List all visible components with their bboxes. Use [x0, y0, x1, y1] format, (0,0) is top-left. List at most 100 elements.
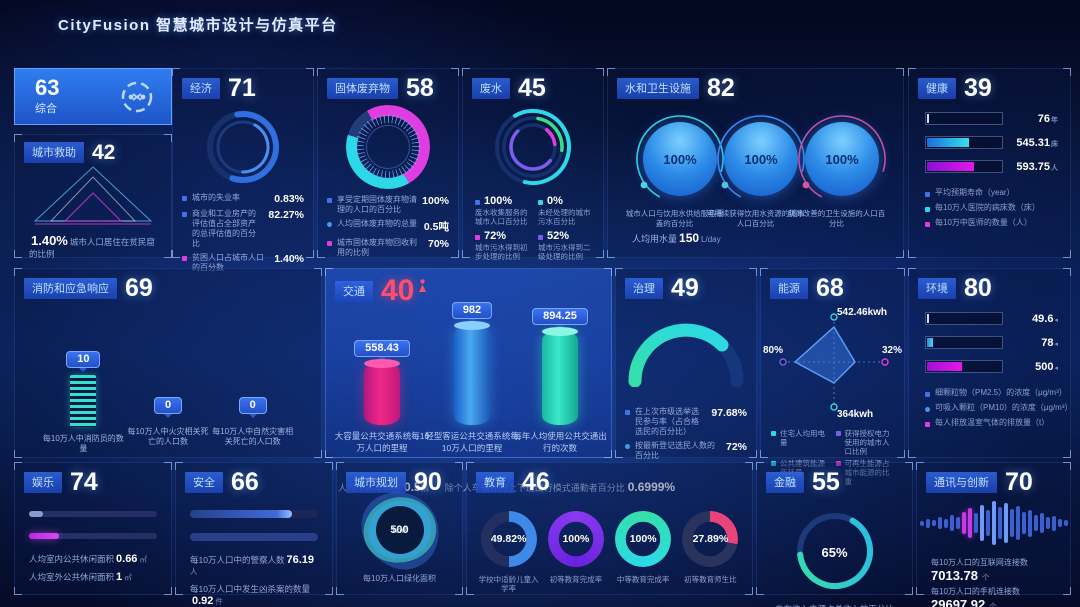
liquid-gauge: 100% 获得改善的卫生设施的人口百分比: [788, 113, 886, 231]
panel-education[interactable]: 教育 46 49.82% 学校中适龄儿童入学率 100% 初等教育完成率 100% 中等…: [466, 462, 753, 595]
marker-stat: 10 每10万人中消防员的数量: [41, 349, 126, 455]
legend-dot: [925, 221, 930, 227]
stat-value: 82.27%: [268, 209, 304, 221]
panel-safety[interactable]: 安全 66 每10万人口中的警察人数 76.19人 每10万人口中发生凶杀案的数量0…: [175, 462, 333, 607]
panel-communication-title: 通讯与创新: [926, 472, 997, 493]
stat-value: 100%: [475, 195, 532, 207]
panel-safety-score: 66: [231, 468, 259, 496]
gauge-value: 100%: [643, 122, 717, 196]
cylinder-stat: 982 轻型客运公共交通系统每10万人口的里程: [424, 300, 520, 454]
gauge-value: 100%: [805, 122, 879, 196]
stat-label: 按最新登记选民人数的百分比: [635, 441, 715, 460]
stat-label: 城市固体废弃物回收利用的比例: [337, 238, 417, 257]
panel-energy-title: 能源: [770, 278, 808, 299]
stat-value: 150: [679, 231, 700, 245]
stat-value: 72%: [475, 230, 532, 242]
legend-dot: [925, 191, 930, 197]
panel-environment[interactable]: 环境 80 49.6◂ 78◂ 500◂ 细颗粒物（PM2.5）的浓度（μg/m³…: [908, 268, 1073, 458]
stat-item: 100% 废水收集服务的城市人口百分比: [475, 195, 532, 226]
triangle-chart: [15, 163, 171, 229]
bar-value: 49.6◂: [1032, 312, 1058, 325]
bar-row: 593.75人: [925, 160, 1058, 173]
cylinder-label: 大容量公共交通系统每10万人口的里程: [334, 431, 430, 453]
bar-homicide: [190, 533, 318, 541]
panel-finance-score: 55: [812, 468, 840, 496]
panel-entertainment-score: 74: [70, 468, 98, 496]
panel-wastewater[interactable]: 废水 45 100% 废水收集服务的城市人口百分比 0% 未经处理的城市污水百分比 7…: [462, 68, 604, 261]
panel-fire-emergency-title: 消防和应急响应: [24, 278, 117, 299]
bar-value: 545.31床: [1016, 136, 1058, 149]
donut-value: 27.89%: [692, 533, 729, 545]
legend-dot: [182, 256, 187, 261]
cylinder-stat: 558.43 大容量公共交通系统每10万人口的里程: [334, 338, 430, 454]
legend-dot: [182, 196, 187, 201]
legend-dot: [835, 461, 841, 466]
panel-economy[interactable]: 经济 71 城市的失业率 0.83% 商业和工业房产的评估值占全部资产的总评估值的百…: [172, 68, 314, 272]
bar-value: 78◂: [1041, 336, 1058, 349]
donut-label: 学校中适龄儿童入学率: [478, 575, 539, 593]
legend-dot: [925, 421, 930, 427]
gauge-label: 获得改善的卫生设施的人口百分比: [787, 209, 886, 228]
slider-outdoor[interactable]: [29, 533, 157, 539]
stat-value: 72%: [725, 441, 747, 453]
panel-energy[interactable]: 能源 68 542.46kwh 32% 364kwh 80% 住宅人均用电量 获得…: [760, 268, 905, 486]
legend-dot: [924, 405, 931, 413]
stat-value: 1.40%: [31, 233, 68, 248]
stat-label: 城市污水得到二级处理的比例: [538, 243, 591, 261]
bar-row: 49.6◂: [925, 312, 1058, 325]
panel-fire-emergency[interactable]: 消防和应急响应 69 10 每10万人中消防员的数量 0 每10万人中火灾相关死亡…: [14, 268, 322, 458]
marker-label: 每10万人中消防员的数量: [42, 434, 124, 454]
panel-governance-title: 治理: [625, 278, 663, 299]
donut-value: 100%: [629, 533, 657, 545]
legend-dot: [925, 206, 930, 212]
stat-item: 52% 城市污水得到二级处理的比例: [538, 230, 595, 261]
panel-governance[interactable]: 治理 49 在上次市级选举选民参与率（占合格选民的百分比） 97.68% 按最新登记…: [615, 268, 757, 461]
gauge-value: 100%: [724, 122, 798, 196]
panel-traffic-score: 40: [381, 274, 415, 307]
page-title: CityFusion 智慧城市设计与仿真平台: [58, 17, 338, 34]
stat-row: 每10万人口中发生凶杀案的数量0.92 件: [190, 584, 310, 607]
liquid-gauge: 100% 可持续获得饮用水资源的城市人口百分比: [707, 113, 805, 231]
stat-label: 自有收入来源占总收入的百分比: [757, 603, 912, 607]
bar-track: [925, 160, 1003, 173]
panel-communication-score: 70: [1005, 468, 1033, 496]
legend-dot: [538, 235, 543, 240]
donut-stat: 27.89% 初等教育师生比: [679, 511, 741, 593]
economy-ring-chart: [173, 105, 313, 189]
cylinder-value: 982: [451, 302, 493, 324]
panel-traffic-title: 交通: [335, 280, 373, 302]
stat-item: 72% 城市污水得到初步处理的比例: [475, 230, 532, 261]
panel-finance[interactable]: 金融 55 65% 自有收入来源占总收入的百分比: [756, 462, 913, 607]
stat-row: 按最新登记选民人数的百分比 72%: [624, 441, 747, 461]
composite-score-card[interactable]: 63 综合: [14, 68, 172, 125]
legend-dot: [326, 221, 333, 228]
panel-environment-score: 80: [964, 274, 992, 302]
legend-item: 细颗粒物（PM2.5）的浓度（μg/m³）: [925, 387, 1070, 398]
panel-wastewater-score: 45: [518, 74, 546, 102]
marker-value: 0: [153, 397, 183, 418]
legend-item: 获得授权电力使用的城市人口比例: [835, 429, 897, 456]
axis-label-bottom: 364kwh: [837, 409, 874, 420]
panel-water-sanitation[interactable]: 水和卫生设施 82 100% 城市人口与饮用水供给服务覆盖的百分比 100% 可持…: [607, 68, 904, 258]
panel-entertainment[interactable]: 娱乐 74 人均室内公共休闲面积 0.66 ㎡ 人均室外公共休闲面积 1 ㎡: [14, 462, 172, 595]
stat-label: 人均固体废弃物的总量: [337, 219, 417, 228]
panel-urban-planning-title: 城市规划: [346, 472, 406, 493]
city-aid-stat: 1.40% 城市人口居住在贫民窟的比例: [29, 233, 157, 260]
panel-solid-waste[interactable]: 固体废弃物 58 享受定期固体废弃物清理的人口的百分比 100% 人均固体废弃物的总…: [317, 68, 459, 258]
bar-value: 593.75人: [1016, 160, 1058, 173]
panel-health[interactable]: 健康 39 76年 545.31床 593.75人 平均预期寿命（year） 每1…: [908, 68, 1071, 258]
panel-traffic[interactable]: 交通 40 558.43 大容量公共交通系统每10万人口的里程 982 轻型客运公…: [325, 268, 675, 494]
bar-track: [925, 312, 1003, 325]
legend-item: 每10万中医师的数量（人）: [925, 217, 1070, 228]
donut-stat: 100% 中等教育完成率: [612, 511, 674, 593]
panel-communication[interactable]: 通讯与创新 70 每10万人口的互联网连接数 7013.78 个 每10万人口的手机…: [916, 462, 1071, 607]
slider-indoor[interactable]: [29, 511, 157, 517]
panel-health-title: 健康: [918, 78, 956, 99]
panel-urban-planning[interactable]: 城市规划 90 500 hm² 每10万人口绿化面积: [336, 462, 463, 595]
gauge-value: 65%: [821, 545, 848, 560]
panel-city-aid[interactable]: 城市救助 42 1.40% 城市人口居住在贫民窟的比例: [14, 134, 172, 260]
stat-value: 0.5吨: [423, 221, 449, 233]
legend-dot: [624, 443, 631, 450]
liquid-gauge: 100% 城市人口与饮用水供给服务覆盖的百分比: [626, 113, 724, 231]
donut-label: 中等教育完成率: [616, 575, 670, 584]
